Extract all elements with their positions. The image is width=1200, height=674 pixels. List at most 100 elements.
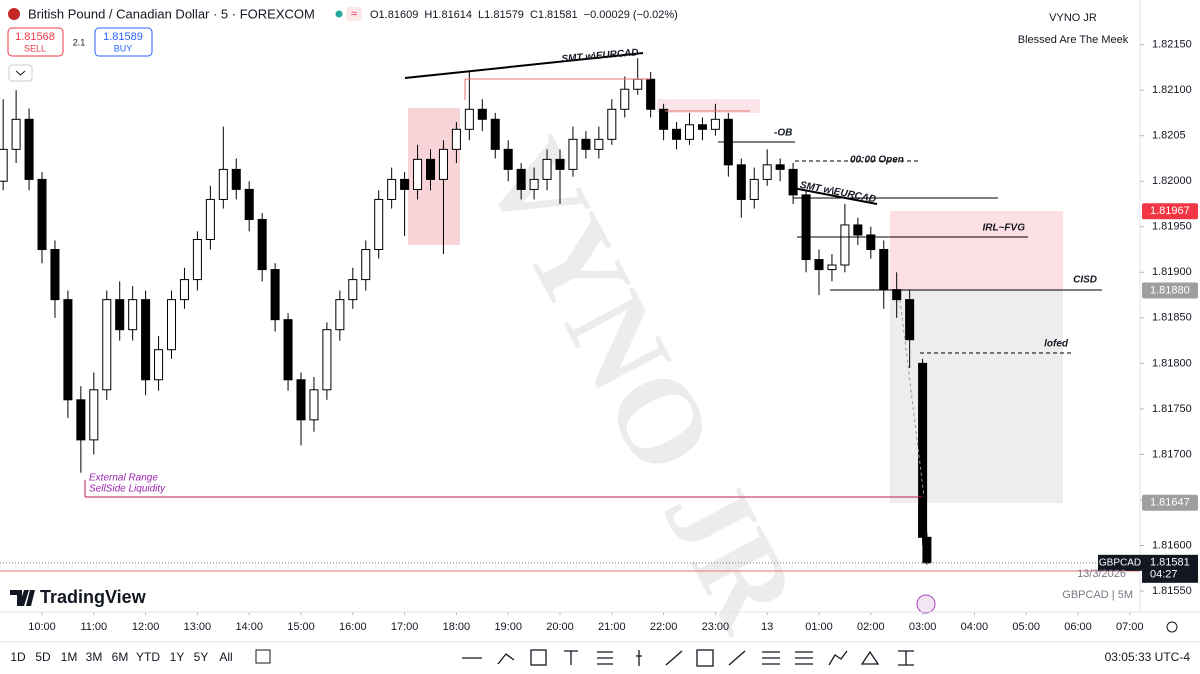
y-tick-label: 1.82100 xyxy=(1152,84,1192,96)
tool-icon[interactable] xyxy=(597,651,613,665)
symbol-title[interactable]: British Pound / Canadian Dollar · 5 · FO… xyxy=(28,6,315,21)
clock: 03:05:33 UTC-4 xyxy=(1105,650,1191,664)
range-button[interactable]: 5D xyxy=(35,650,51,664)
tool-icon[interactable] xyxy=(795,651,813,665)
settings-icon[interactable] xyxy=(1166,621,1178,633)
trend-line xyxy=(792,187,878,205)
symbol-tag-label: GBPCAD xyxy=(1099,557,1141,568)
range-button[interactable]: All xyxy=(219,650,232,664)
x-tick-label: 23:00 xyxy=(702,621,730,633)
candle-body xyxy=(179,279,189,301)
annotations: SMT w\EURCAD -OB 00:00 Open SMT w\EURCAD… xyxy=(89,47,1097,494)
sell-button[interactable] xyxy=(7,27,64,57)
candle-body xyxy=(736,164,746,200)
candle-body xyxy=(361,249,371,281)
annotation: SellSide Liquidity xyxy=(89,484,166,495)
buy-label: BUY xyxy=(114,43,133,53)
tool-icon[interactable] xyxy=(696,649,714,667)
x-tick-label: 12:00 xyxy=(132,621,160,633)
pane-label: GBPCAD | 5M xyxy=(1062,589,1133,601)
y-tick-label: 1.82150 xyxy=(1152,39,1192,51)
ohlc-value: O1.81609 xyxy=(370,9,418,21)
candle-body xyxy=(568,138,578,170)
drawing-tools xyxy=(462,649,914,667)
range-button[interactable]: 1D xyxy=(10,650,26,664)
annotation: CISD xyxy=(1073,275,1097,286)
tool-icon[interactable] xyxy=(762,651,780,665)
header: British Pound / Canadian Dollar · 5 · FO… xyxy=(7,6,1129,82)
candle-body xyxy=(387,178,397,200)
candle-body xyxy=(879,249,889,291)
ohlc-value: L1.81579 xyxy=(478,9,524,21)
candle-body xyxy=(529,178,539,190)
brand-name: TradingView xyxy=(40,587,147,607)
candle-body xyxy=(63,299,73,401)
annotation: -OB xyxy=(774,128,792,139)
drawings xyxy=(0,52,1140,572)
candle-body xyxy=(270,269,280,321)
candle-body xyxy=(76,399,86,441)
tool-icon[interactable] xyxy=(828,650,848,666)
candle-body xyxy=(827,264,837,271)
candle-body xyxy=(905,299,915,341)
candle-body xyxy=(11,118,21,150)
collapse-button[interactable] xyxy=(8,64,33,82)
y-tick-label: 1.81800 xyxy=(1152,357,1192,369)
tool-icon[interactable] xyxy=(530,649,547,666)
tool-icon[interactable] xyxy=(636,650,642,666)
tool-icon[interactable] xyxy=(898,650,914,666)
range-button[interactable]: 1M xyxy=(61,650,78,664)
tool-icon[interactable] xyxy=(860,650,880,665)
candle-body xyxy=(0,148,8,182)
candle-body xyxy=(646,78,656,110)
candle-body xyxy=(633,78,643,90)
tool-icon[interactable] xyxy=(665,650,683,666)
candle-body xyxy=(516,168,526,190)
buy-price: 1.81589 xyxy=(103,31,143,43)
calendar-icon[interactable] xyxy=(255,649,271,664)
tool-icon[interactable] xyxy=(564,650,578,665)
spread: 2.1 xyxy=(73,37,86,47)
candle-body xyxy=(218,168,228,200)
avatar-icon[interactable] xyxy=(916,594,936,614)
candle-body xyxy=(490,118,500,150)
candle-body xyxy=(892,289,902,301)
candle-body xyxy=(166,299,177,351)
x-tick-label: 05:00 xyxy=(1012,621,1040,633)
author: VYNO JR xyxy=(1049,12,1097,24)
tool-icon[interactable] xyxy=(497,653,515,665)
badge-icon: ≈ xyxy=(351,8,357,20)
symbol-tag xyxy=(1098,554,1142,571)
candle-body xyxy=(413,158,423,190)
range-button[interactable]: 3M xyxy=(86,650,103,664)
ohlc-value: −0.00029 (−0.02%) xyxy=(584,9,678,21)
range-button[interactable]: 5Y xyxy=(194,650,209,664)
candle-body xyxy=(322,329,332,391)
x-tick-label: 13:00 xyxy=(184,621,212,633)
candle-body xyxy=(542,158,552,180)
candle-body xyxy=(672,128,682,140)
candle-body xyxy=(477,108,487,120)
ohlc: O1.81609 H1.81614 L1.81579 C1.81581 −0.00029… xyxy=(370,9,678,21)
candle-body xyxy=(438,148,448,180)
range-button[interactable]: 1Y xyxy=(170,650,185,664)
candle-body xyxy=(684,124,695,140)
x-tick-label: 02:00 xyxy=(857,621,885,633)
range-button[interactable]: 6M xyxy=(112,650,129,664)
last-price-tag xyxy=(1142,554,1198,583)
candle-body xyxy=(231,168,241,190)
buy-button[interactable] xyxy=(94,27,153,57)
range-button[interactable]: YTD xyxy=(136,650,160,664)
annotation: IRL~FVG xyxy=(982,223,1025,234)
candle-body xyxy=(788,168,798,196)
candle-body xyxy=(710,118,720,130)
candle-body xyxy=(348,279,358,301)
x-tick-label: 19:00 xyxy=(494,621,522,633)
candle-body xyxy=(749,178,759,200)
tool-icon[interactable] xyxy=(728,650,746,666)
y-tick-label: 1.81600 xyxy=(1152,539,1192,551)
x-tick-label: 14:00 xyxy=(235,621,263,633)
candle-body xyxy=(503,148,513,170)
candle-body xyxy=(581,138,591,150)
